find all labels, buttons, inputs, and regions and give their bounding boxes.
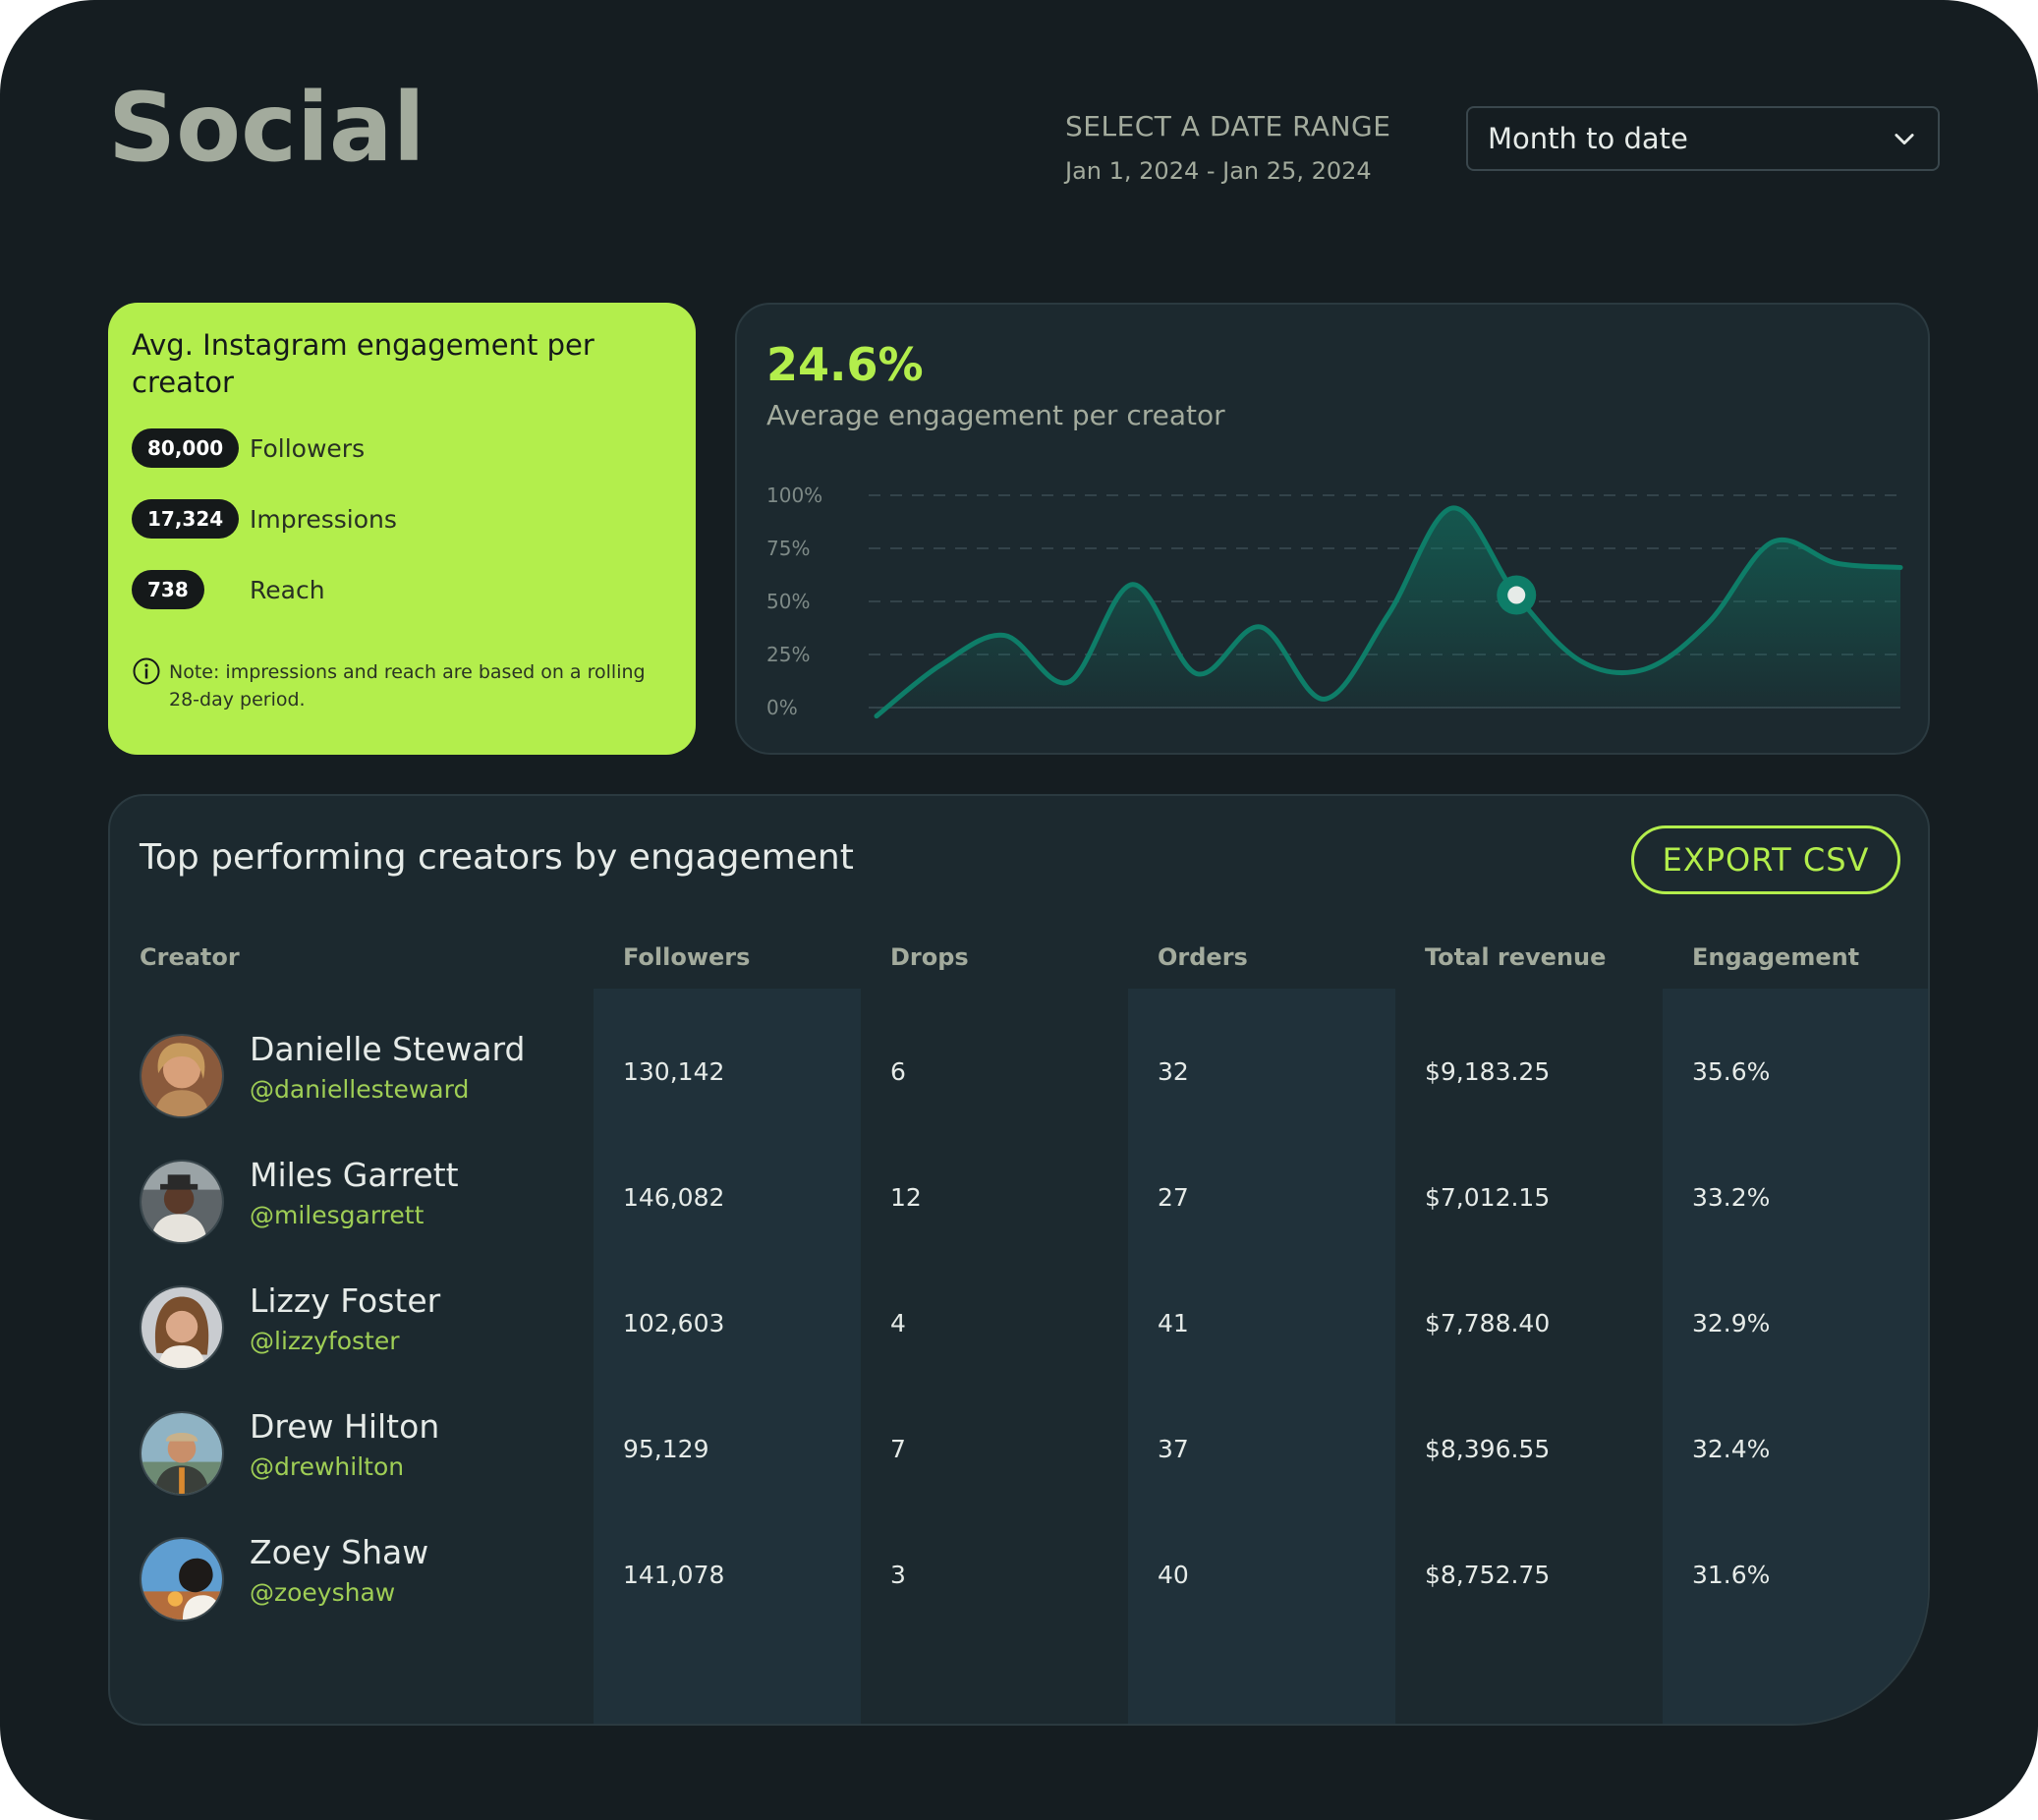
chart-y-tick-label: 25% xyxy=(766,643,810,666)
creator-handle[interactable]: @milesgarrett xyxy=(250,1201,425,1229)
column-header-total-revenue[interactable]: Total revenue xyxy=(1425,943,1607,971)
table-row[interactable]: Zoey Shaw @zoeyshaw 141,078 3 40 $8,752.… xyxy=(110,1509,1928,1635)
instagram-summary-card: Avg. Instagram engagement per creator 80… xyxy=(108,303,696,755)
column-band-engagement xyxy=(1663,989,1928,1724)
avatar xyxy=(140,1160,224,1244)
chart-y-tick-label: 75% xyxy=(766,537,810,560)
cell-orders: 41 xyxy=(1158,1309,1189,1337)
export-csv-button[interactable]: EXPORT CSV xyxy=(1631,825,1900,894)
creator-handle[interactable]: @zoeyshaw xyxy=(250,1578,396,1607)
column-header-engagement[interactable]: Engagement xyxy=(1692,943,1860,971)
stat-impressions-label: Impressions xyxy=(250,504,397,534)
cell-total-revenue: $8,396.55 xyxy=(1425,1435,1551,1463)
date-range-select-value: Month to date xyxy=(1488,122,1688,155)
stat-impressions-value: 17,324 xyxy=(132,499,240,539)
column-band-orders xyxy=(1128,989,1395,1724)
creator-name: Zoey Shaw xyxy=(250,1533,429,1571)
cell-orders: 37 xyxy=(1158,1435,1189,1463)
column-header-drops[interactable]: Drops xyxy=(890,943,969,971)
summary-heading: Avg. Instagram engagement per creator xyxy=(132,328,594,399)
table-row[interactable]: Miles Garrett @milesgarrett 146,082 12 2… xyxy=(110,1132,1928,1258)
column-header-orders[interactable]: Orders xyxy=(1158,943,1248,971)
engagement-chart-card: 24.6% Average engagement per creator 100… xyxy=(735,303,1930,755)
chart-area xyxy=(877,507,1900,716)
summary-note: Note: impressions and reach are based on… xyxy=(132,657,662,713)
stat-reach-value: 738 xyxy=(132,570,204,609)
creator-name: Lizzy Foster xyxy=(250,1281,441,1320)
column-band-followers xyxy=(594,989,861,1724)
engagement-chart: 100% 75% 50% 25% 0% xyxy=(766,483,1903,719)
chart-highlight-point-center xyxy=(1507,586,1526,604)
creator-name: Danielle Steward xyxy=(250,1030,526,1068)
cell-drops: 6 xyxy=(890,1057,906,1086)
cell-orders: 40 xyxy=(1158,1561,1189,1589)
engagement-label: Average engagement per creator xyxy=(766,399,1225,431)
stat-followers: 80,000 Followers xyxy=(132,428,365,468)
top-creators-card: Top performing creators by engagement EX… xyxy=(108,794,1930,1726)
cell-followers: 130,142 xyxy=(623,1057,725,1086)
creator-handle[interactable]: @drewhilton xyxy=(250,1452,405,1481)
creator-handle[interactable]: @daniellesteward xyxy=(250,1075,470,1104)
cell-engagement: 32.4% xyxy=(1692,1435,1771,1463)
cell-engagement: 31.6% xyxy=(1692,1561,1771,1589)
cell-followers: 95,129 xyxy=(623,1435,709,1463)
chart-y-tick-label: 50% xyxy=(766,590,810,613)
avatar xyxy=(140,1034,224,1118)
engagement-value: 24.6% xyxy=(766,338,924,391)
date-range-dates: Jan 1, 2024 - Jan 25, 2024 xyxy=(1065,157,1372,185)
table-title: Top performing creators by engagement xyxy=(140,837,854,878)
column-band-revenue xyxy=(1395,989,1663,1724)
table-row[interactable]: Drew Hilton @drewhilton 95,129 7 37 $8,3… xyxy=(110,1384,1928,1509)
cell-drops: 3 xyxy=(890,1561,906,1589)
column-band-drops xyxy=(861,989,1128,1724)
creator-handle[interactable]: @lizzyfoster xyxy=(250,1327,400,1355)
cell-followers: 141,078 xyxy=(623,1561,725,1589)
cell-followers: 102,603 xyxy=(623,1309,725,1337)
cell-total-revenue: $7,012.15 xyxy=(1425,1183,1551,1212)
chart-y-tick-label: 0% xyxy=(766,696,798,719)
page-title: Social xyxy=(108,73,425,183)
info-icon xyxy=(133,657,160,685)
chevron-down-icon xyxy=(1895,134,1914,145)
cell-drops: 4 xyxy=(890,1309,906,1337)
cell-total-revenue: $9,183.25 xyxy=(1425,1057,1551,1086)
column-header-followers[interactable]: Followers xyxy=(623,943,751,971)
stat-followers-label: Followers xyxy=(250,433,366,463)
cell-engagement: 35.6% xyxy=(1692,1057,1771,1086)
chart-series-line xyxy=(874,505,1903,719)
cell-drops: 12 xyxy=(890,1183,922,1212)
cell-total-revenue: $8,752.75 xyxy=(1425,1561,1551,1589)
cell-orders: 27 xyxy=(1158,1183,1189,1212)
avatar xyxy=(140,1537,224,1621)
summary-note-text: Note: impressions and reach are based on… xyxy=(169,661,646,711)
avatar xyxy=(140,1285,224,1370)
table-row[interactable]: Lizzy Foster @lizzyfoster 102,603 4 41 $… xyxy=(110,1258,1928,1384)
cell-drops: 7 xyxy=(890,1435,906,1463)
table-row[interactable]: Danielle Steward @daniellesteward 130,14… xyxy=(110,1006,1928,1132)
cell-followers: 146,082 xyxy=(623,1183,725,1212)
stat-impressions: 17,324 Impressions xyxy=(132,499,397,539)
creator-name: Miles Garrett xyxy=(250,1156,459,1194)
chart-y-tick-label: 100% xyxy=(766,483,822,507)
avatar xyxy=(140,1411,224,1496)
cell-engagement: 33.2% xyxy=(1692,1183,1771,1212)
stat-reach: 738 Reach xyxy=(132,570,325,609)
stat-followers-value: 80,000 xyxy=(132,428,240,468)
date-range-label: SELECT A DATE RANGE xyxy=(1065,110,1391,142)
cell-orders: 32 xyxy=(1158,1057,1189,1086)
column-header-creator[interactable]: Creator xyxy=(140,943,240,971)
creator-name: Drew Hilton xyxy=(250,1407,440,1446)
date-range-select[interactable]: Month to date xyxy=(1466,106,1940,171)
cell-engagement: 32.9% xyxy=(1692,1309,1771,1337)
stat-reach-label: Reach xyxy=(250,575,325,604)
cell-total-revenue: $7,788.40 xyxy=(1425,1309,1551,1337)
